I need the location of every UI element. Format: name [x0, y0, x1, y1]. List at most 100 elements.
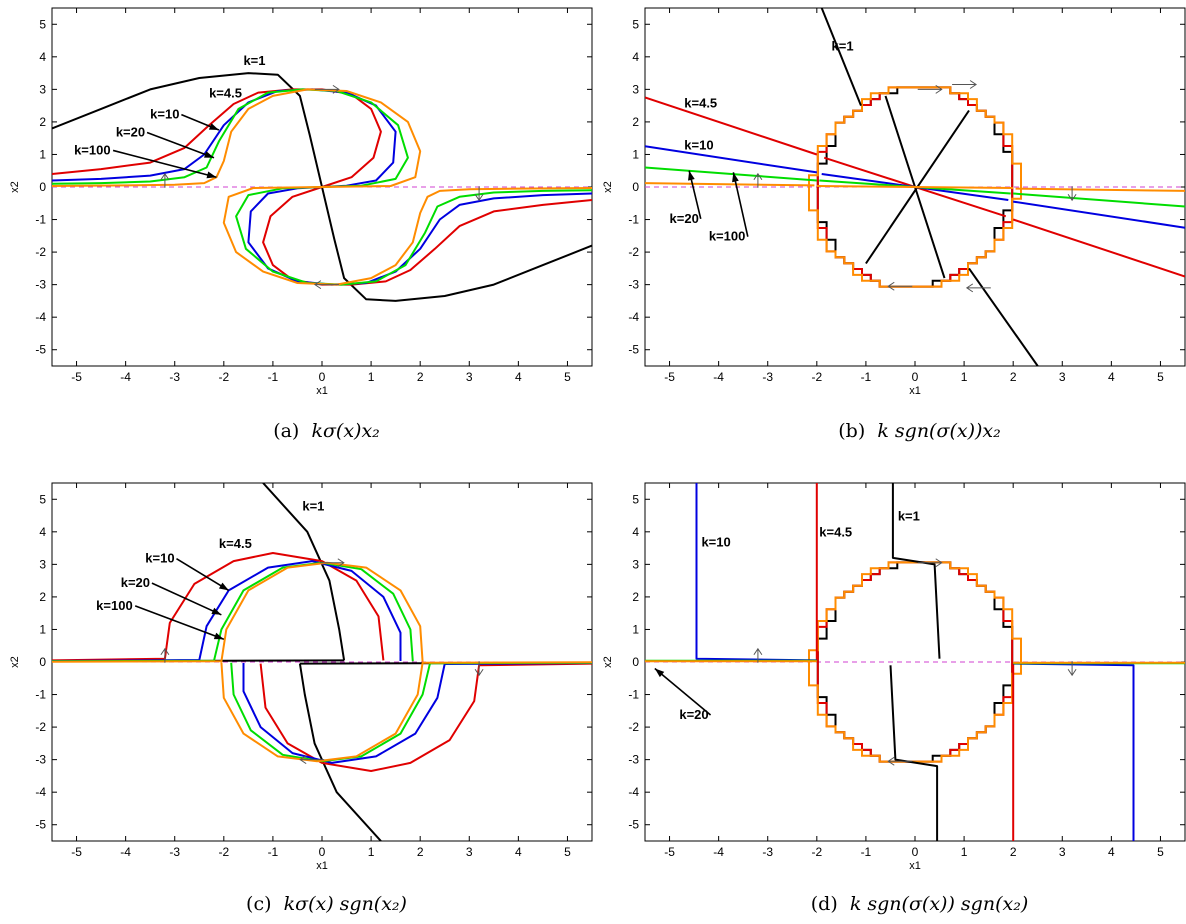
caption-b: (b) k sgn(σ(x))x₂: [653, 420, 1186, 442]
x-tick-label: 2: [417, 845, 424, 859]
caption-tag: (b): [838, 420, 866, 442]
x-tick-label: 0: [912, 845, 919, 859]
x-tick-label: 2: [1010, 370, 1017, 384]
x-tick-label: 4: [1108, 845, 1115, 859]
series-k-1: [298, 663, 382, 841]
annotation-label: k=100: [74, 142, 111, 157]
y-tick-label: -1: [35, 688, 46, 702]
plot-d: -5 -4 -3 -2 -1 0 1 2 3 4 5 -5 -4 -3 -2 -1 0 1 2 3 4 5 x1 x2 k=1 k…: [602, 482, 1186, 872]
y-tick-label: 4: [39, 525, 46, 539]
y-tick-label: 4: [39, 50, 46, 64]
annotation-arrow: [151, 582, 222, 616]
caption-formula: k sgn(σ(x))x₂: [877, 420, 1001, 442]
y-tick-label: -1: [628, 688, 639, 702]
caption-a: (a) kσ(x)x₂: [60, 420, 593, 442]
x-tick-label: -1: [861, 370, 872, 384]
annotation-arrow: [654, 667, 712, 716]
y-axis-label: x2: [9, 181, 21, 193]
annotation-label: k=20: [670, 211, 699, 226]
x-tick-label: -5: [71, 845, 82, 859]
direction-arrow: [314, 84, 340, 94]
y-tick-label: 0: [632, 180, 639, 194]
x-tick-label: 1: [368, 370, 375, 384]
x-tick-label: -3: [169, 370, 180, 384]
annotation-label: k=1: [898, 508, 920, 523]
caption-d: (d) k sgn(σ(x)) sgn(x₂): [653, 893, 1186, 915]
direction-arrow: [474, 186, 484, 202]
staircase-lower: [816, 662, 1014, 763]
annotation-arrowhead: [208, 123, 219, 131]
series-k-100: [220, 661, 592, 763]
series-k-1: [889, 665, 939, 841]
y-tick-label: -5: [35, 818, 46, 832]
caption-formula: kσ(x)x₂: [311, 420, 380, 442]
y-tick-label: -3: [628, 278, 639, 292]
x-tick-label: 1: [368, 845, 375, 859]
annotation-arrow: [176, 558, 230, 592]
y-tick-label: 1: [39, 147, 46, 161]
x-tick-label: 0: [319, 845, 326, 859]
y-tick-label: 3: [39, 82, 46, 96]
x-tick-label: 4: [515, 845, 522, 859]
direction-arrow: [474, 661, 484, 677]
series-k-4-5: [645, 96, 818, 156]
direction-arrow: [299, 755, 325, 765]
y-tick-label: 1: [39, 622, 46, 636]
caption-c: (c) kσ(x) sgn(x₂): [60, 893, 593, 915]
annotation-label: k=1: [832, 38, 854, 53]
caption-formula: k sgn(σ(x)) sgn(x₂): [849, 893, 1029, 915]
annotation-arrowhead: [654, 668, 665, 678]
x-tick-label: 1: [961, 845, 968, 859]
annotation-label: k=20: [116, 125, 145, 140]
x-tick-label: 3: [466, 845, 473, 859]
x-tick-label: -1: [268, 845, 279, 859]
series-k-100: [52, 88, 592, 286]
staircase-upper: [808, 86, 1022, 187]
series-k-20: [645, 166, 817, 182]
y-tick-label: 0: [39, 180, 46, 194]
caption-formula: kσ(x) sgn(x₂): [283, 893, 407, 915]
y-axis-label: x2: [9, 656, 21, 668]
caption-tag: (a): [273, 420, 300, 442]
series-k-100: [1015, 187, 1185, 192]
x-tick-label: 5: [1157, 845, 1164, 859]
plot-a: -5 -4 -3 -2 -1 0 1 2 3 4 5 -5 -4 -3 -2 -1 0 1 2 3 4 5 x1 x2 k=1 k…: [9, 7, 593, 397]
y-tick-label: 3: [632, 82, 639, 96]
y-tick-label: 3: [632, 557, 639, 571]
y-tick-label: 1: [632, 147, 639, 161]
y-tick-label: 0: [632, 655, 639, 669]
direction-arrow: [917, 558, 943, 568]
y-tick-label: 5: [632, 492, 639, 506]
direction-arrow: [952, 80, 977, 89]
series-k-100: [52, 561, 424, 663]
y-tick-label: -2: [628, 720, 639, 734]
y-tick-label: -4: [628, 785, 639, 799]
x-tick-label: 1: [961, 370, 968, 384]
x-tick-label: -4: [713, 370, 724, 384]
staircase-lower: [816, 662, 1014, 763]
staircase-upper: [808, 561, 1022, 662]
staircase-upper: [816, 86, 1014, 187]
staircase-upper: [816, 561, 1014, 662]
y-axis-label: x2: [602, 181, 614, 193]
x-tick-label: 5: [1157, 370, 1164, 384]
x-tick-label: 4: [515, 370, 522, 384]
y-tick-label: -5: [628, 343, 639, 357]
direction-arrow: [160, 647, 170, 663]
y-tick-label: 2: [39, 115, 46, 129]
series-k-1: [891, 483, 941, 659]
y-tick-label: -2: [35, 245, 46, 259]
y-tick-label: 5: [39, 492, 46, 506]
annotation-label: k=10: [684, 138, 713, 153]
y-tick-label: 2: [632, 115, 639, 129]
direction-arrow: [965, 283, 991, 293]
direction-arrow: [160, 172, 170, 188]
direction-arrow: [314, 280, 339, 290]
x-tick-label: 0: [912, 370, 919, 384]
annotation-arrow: [146, 131, 215, 159]
annotation-label: k=4.5: [209, 86, 242, 101]
y-axis-label: x2: [602, 656, 614, 668]
series-k-20: [1013, 192, 1185, 208]
series-k-1: [820, 8, 862, 106]
annotation-label: k=4.5: [219, 536, 252, 551]
